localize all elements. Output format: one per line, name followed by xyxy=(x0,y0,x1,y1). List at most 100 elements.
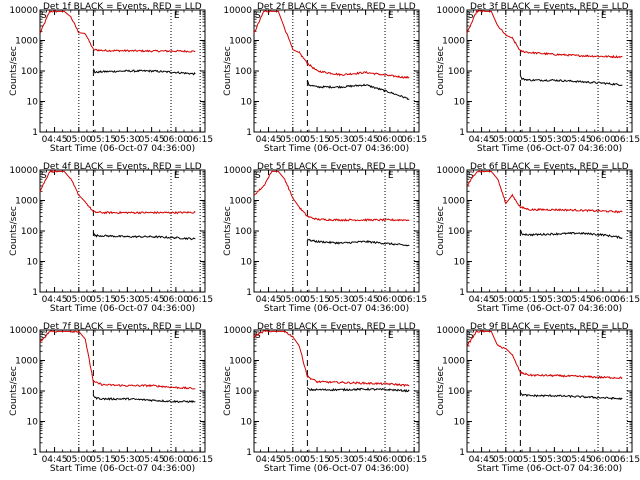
x-tick-label: 04:45 xyxy=(42,135,68,145)
x-tick-label: 05:15 xyxy=(90,295,116,305)
chart-title: Det 3f BLACK = Events, RED = LLD xyxy=(470,2,629,12)
plot-frame xyxy=(466,9,633,133)
events-line xyxy=(519,392,623,401)
x-axis-label: Start Time (06-Oct-07 04:36:00) xyxy=(50,304,195,314)
end-marker: E xyxy=(388,331,394,341)
x-tick-label: 05:45 xyxy=(139,135,165,145)
x-tick-label: 06:15 xyxy=(401,135,427,145)
x-tick-label: 05:30 xyxy=(328,295,354,305)
y-axis-label: Counts/sec xyxy=(223,46,233,96)
plot-frame xyxy=(39,169,206,293)
y-tick-label: 1000 xyxy=(15,37,38,47)
x-tick-label: 06:15 xyxy=(614,295,640,305)
x-tick-label: 05:00 xyxy=(280,135,306,145)
x-tick-label: 05:45 xyxy=(566,455,592,465)
x-tick-label: 05:00 xyxy=(493,455,519,465)
x-axis-label: Start Time (06-Oct-07 04:36:00) xyxy=(50,464,195,474)
x-tick-label: 06:15 xyxy=(187,295,213,305)
y-tick-label: 100 xyxy=(235,67,252,77)
end-marker: E xyxy=(174,11,180,21)
lld-line xyxy=(254,170,410,222)
x-tick-label: 05:00 xyxy=(280,295,306,305)
lld-line xyxy=(466,330,623,380)
y-tick-label: 1 xyxy=(246,448,252,458)
x-tick-label: 05:45 xyxy=(353,135,379,145)
end-marker: E xyxy=(174,171,180,181)
x-tick-label: 06:15 xyxy=(187,135,213,145)
x-tick-label: 05:30 xyxy=(328,135,354,145)
y-tick-label: 1 xyxy=(459,448,465,458)
end-marker: E xyxy=(388,11,394,21)
x-tick-label: 05:30 xyxy=(541,295,567,305)
y-axis-label: Counts/sec xyxy=(9,366,19,416)
x-axis-label: Start Time (06-Oct-07 04:36:00) xyxy=(477,304,622,314)
y-tick-label: 10 xyxy=(241,98,253,108)
x-tick-label: 06:00 xyxy=(163,295,189,305)
y-tick-label: 10 xyxy=(454,98,466,108)
start-marker: S xyxy=(468,171,474,181)
y-tick-label: 1000 xyxy=(442,197,465,207)
x-tick-label: 05:45 xyxy=(566,295,592,305)
y-tick-label: 10 xyxy=(27,258,39,268)
x-tick-label: 05:15 xyxy=(90,135,116,145)
x-tick-label: 05:30 xyxy=(114,135,140,145)
x-tick-label: 06:15 xyxy=(401,295,427,305)
x-tick-label: 05:30 xyxy=(541,455,567,465)
x-tick-label: 05:15 xyxy=(517,455,543,465)
x-tick-label: 06:15 xyxy=(187,455,213,465)
y-tick-label: 1 xyxy=(459,288,465,298)
x-tick-label: 05:45 xyxy=(139,455,165,465)
chart-title: Det 1f BLACK = Events, RED = LLD xyxy=(43,2,202,12)
x-tick-label: 05:15 xyxy=(90,455,116,465)
y-tick-label: 10000 xyxy=(223,6,252,16)
y-tick-label: 100 xyxy=(235,227,252,237)
y-tick-label: 10 xyxy=(27,418,39,428)
y-tick-label: 1 xyxy=(32,288,38,298)
y-tick-label: 1 xyxy=(32,128,38,138)
y-tick-label: 10 xyxy=(454,418,466,428)
start-marker: S xyxy=(468,331,474,341)
x-axis-label: Start Time (06-Oct-07 04:36:00) xyxy=(50,144,195,154)
y-tick-label: 10000 xyxy=(436,6,465,16)
lld-line xyxy=(466,170,623,214)
chart-title: Det 4f BLACK = Events, RED = LLD xyxy=(43,162,202,172)
x-axis-label: Start Time (06-Oct-07 04:36:00) xyxy=(477,464,622,474)
start-marker: S xyxy=(255,171,261,181)
x-tick-label: 04:45 xyxy=(469,455,495,465)
y-tick-label: 1 xyxy=(246,128,252,138)
events-line xyxy=(519,229,623,240)
y-tick-label: 1000 xyxy=(442,357,465,367)
y-tick-label: 1000 xyxy=(229,37,252,47)
x-tick-label: 05:45 xyxy=(353,295,379,305)
events-line xyxy=(92,232,196,241)
chart-title: Det 8f BLACK = Events, RED = LLD xyxy=(257,322,416,332)
x-tick-label: 06:00 xyxy=(377,455,403,465)
y-tick-label: 1 xyxy=(246,288,252,298)
x-tick-label: 06:00 xyxy=(377,135,403,145)
y-tick-label: 100 xyxy=(448,227,465,237)
plot-frame xyxy=(39,329,206,453)
x-tick-label: 05:15 xyxy=(304,295,330,305)
y-tick-label: 10 xyxy=(241,418,253,428)
y-axis-label: Counts/sec xyxy=(436,46,446,96)
lld-line xyxy=(39,169,196,215)
x-tick-label: 06:00 xyxy=(590,455,616,465)
x-tick-label: 05:00 xyxy=(280,455,306,465)
events-line xyxy=(307,238,410,247)
y-tick-label: 1 xyxy=(459,128,465,138)
end-marker: E xyxy=(601,11,607,21)
plot-frame xyxy=(466,169,633,293)
x-tick-label: 05:00 xyxy=(66,295,92,305)
y-tick-label: 10 xyxy=(241,258,253,268)
y-axis-label: Counts/sec xyxy=(9,206,19,256)
x-tick-label: 04:45 xyxy=(256,455,282,465)
